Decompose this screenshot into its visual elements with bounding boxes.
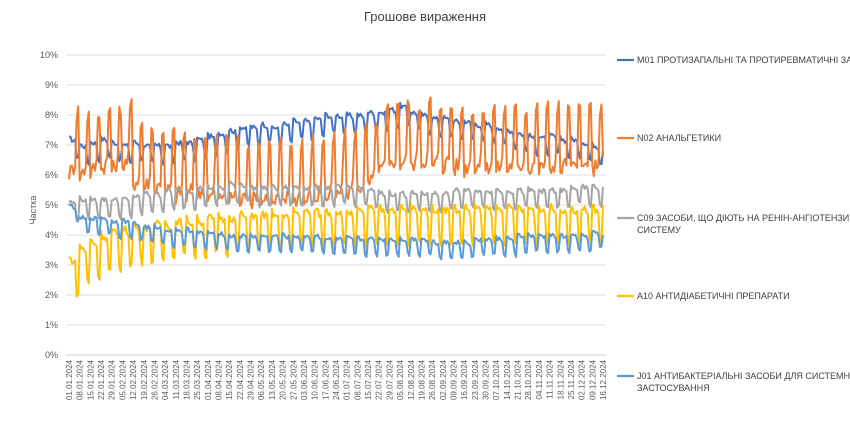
x-tick-label: 29.01.2024 [108, 359, 117, 400]
x-tick-label: 28.10.2024 [524, 359, 533, 400]
x-tick-label: 29.04.2024 [247, 359, 256, 400]
y-tick-label: 6% [45, 170, 58, 180]
x-tick-label: 17.06.2024 [321, 359, 330, 400]
y-tick-label: 10% [40, 50, 58, 60]
legend-item: M01 ПРОТИЗАПАЛЬНІ ТА ПРОТИРЕВМАТИЧНІ ЗАС… [617, 55, 850, 65]
x-tick-label: 15.01.2024 [86, 359, 95, 400]
legend-label: N02 АНАЛЬГЕТИКИ [637, 133, 721, 143]
x-tick-label: 20.05.2024 [279, 359, 288, 400]
y-tick-label: 9% [45, 80, 58, 90]
y-tick-label: 8% [45, 110, 58, 120]
x-tick-label: 11.11.2024 [546, 359, 555, 398]
x-tick-label: 04.11.2024 [535, 359, 544, 399]
legend-label: C09 ЗАСОБИ, ЩО ДІЮТЬ НА РЕНІН-АНГІОТЕНЗИ… [637, 213, 850, 235]
x-tick-label: 05.02.2024 [118, 359, 127, 400]
legend-item: N02 АНАЛЬГЕТИКИ [617, 133, 721, 143]
chart-title: Грошове вираження [364, 9, 486, 24]
x-tick-label: 22.04.2024 [236, 359, 245, 400]
x-tick-label: 18.11.2024 [556, 359, 565, 399]
x-tick-label: 25.11.2024 [567, 359, 576, 399]
x-tick-label: 21.10.2024 [514, 359, 523, 400]
x-tick-label: 12.02.2024 [129, 359, 138, 400]
x-tick-label: 08.01.2024 [76, 359, 85, 400]
x-tick-label: 01.01.2024 [65, 359, 74, 400]
x-tick-label: 05.08.2024 [396, 359, 405, 400]
x-tick-label: 02.09.2024 [439, 359, 448, 400]
x-tick-label: 01.07.2024 [343, 359, 352, 400]
x-tick-label: 09.09.2024 [449, 359, 458, 400]
x-tick-label: 27.05.2024 [289, 359, 298, 400]
x-tick-label: 06.05.2024 [257, 359, 266, 400]
x-tick-label: 26.08.2024 [428, 359, 437, 400]
x-tick-label: 03.06.2024 [300, 359, 309, 400]
y-axis-label: Частка [28, 196, 38, 225]
x-tick-label: 15.07.2024 [364, 359, 373, 400]
y-tick-label: 3% [45, 260, 58, 270]
y-tick-label: 1% [45, 320, 58, 330]
x-tick-label: 09.12.2024 [588, 359, 597, 400]
series-line-2 [68, 180, 604, 223]
x-tick-label: 14.10.2024 [503, 359, 512, 400]
x-tick-label: 26.02.2024 [150, 359, 159, 400]
legend-label: M01 ПРОТИЗАПАЛЬНІ ТА ПРОТИРЕВМАТИЧНІ ЗАС… [637, 55, 850, 65]
legend-item: C09 ЗАСОБИ, ЩО ДІЮТЬ НА РЕНІН-АНГІОТЕНЗИ… [617, 213, 850, 235]
series-lines [68, 96, 604, 298]
x-tick-label: 23.09.2024 [471, 359, 480, 400]
x-tick-label: 10.06.2024 [311, 359, 320, 400]
x-tick-label: 24.06.2024 [332, 359, 341, 400]
y-tick-label: 4% [45, 230, 58, 240]
legend-item: A10 АНТИДІАБЕТИЧНІ ПРЕПАРАТИ [617, 291, 790, 301]
x-tick-label: 13.05.2024 [268, 359, 277, 400]
series-line-3 [68, 202, 604, 298]
legend-label: A10 АНТИДІАБЕТИЧНІ ПРЕПАРАТИ [637, 291, 790, 301]
x-tick-label: 07.10.2024 [492, 359, 501, 400]
legend: M01 ПРОТИЗАПАЛЬНІ ТА ПРОТИРЕВМАТИЧНІ ЗАС… [617, 55, 850, 393]
legend-item: J01 АНТИБАКТЕРІАЛЬНІ ЗАСОБИ ДЛЯ СИСТЕМНО… [617, 371, 850, 393]
x-axis-ticks: 01.01.2024 08.01.2024 15.01.2024 22.01.2024… [65, 359, 608, 400]
x-tick-label: 08.04.2024 [215, 359, 224, 400]
y-tick-label: 7% [45, 140, 58, 150]
x-tick-label: 29.07.2024 [385, 359, 394, 400]
x-tick-label: 30.09.2024 [482, 359, 491, 400]
x-tick-label: 18.03.2024 [182, 359, 191, 400]
x-tick-label: 04.03.2024 [161, 359, 170, 400]
x-tick-label: 01.04.2024 [204, 359, 213, 400]
x-tick-label: 22.01.2024 [97, 359, 106, 400]
x-tick-label: 25.03.2024 [193, 359, 202, 400]
legend-label: J01 АНТИБАКТЕРІАЛЬНІ ЗАСОБИ ДЛЯ СИСТЕМНО… [637, 371, 850, 393]
y-tick-label: 2% [45, 290, 58, 300]
x-tick-label: 16.12.2024 [599, 359, 608, 400]
x-tick-label: 12.08.2024 [407, 359, 416, 400]
x-tick-label: 22.07.2024 [375, 359, 384, 400]
x-tick-label: 08.07.2024 [353, 359, 362, 400]
x-tick-label: 19.02.2024 [140, 359, 149, 400]
x-tick-label: 11.03.2024 [172, 359, 181, 399]
y-tick-label: 0% [45, 350, 58, 360]
y-tick-label: 5% [45, 200, 58, 210]
x-tick-label: 02.12.2024 [578, 359, 587, 400]
x-tick-label: 19.08.2024 [417, 359, 426, 400]
x-tick-label: 15.04.2024 [225, 359, 234, 400]
series-line-4 [68, 202, 604, 261]
x-tick-label: 16.09.2024 [460, 359, 469, 400]
y-axis-ticks: 0% 1% 2% 3% 4% 5% 6% 7% 8% 9% 10% [40, 50, 58, 360]
